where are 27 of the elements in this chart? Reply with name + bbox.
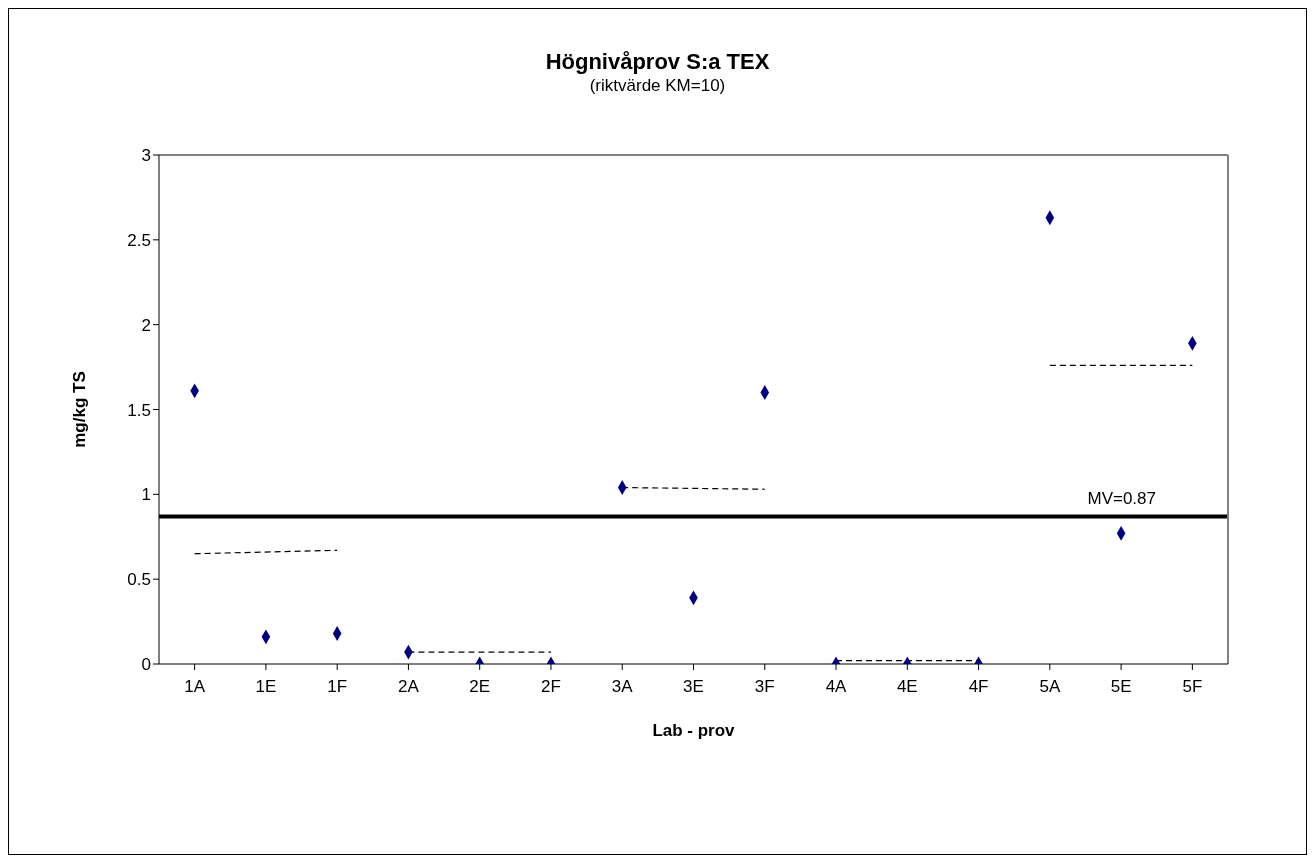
- x-tick-label: 5E: [1110, 677, 1132, 697]
- x-tick-label: 4F: [968, 677, 989, 697]
- x-tick-label: 3A: [611, 677, 634, 697]
- x-tick-label: 3E: [683, 677, 704, 697]
- y-tick-label: 1: [141, 485, 151, 505]
- y-tick-label: 0: [141, 655, 151, 675]
- chart-subtitle: (riktvärde KM=10): [588, 76, 727, 96]
- y-tick-label: 2: [141, 315, 151, 335]
- y-axis-title: mg/kg TS: [70, 371, 90, 448]
- y-tick-label: 1.5: [127, 400, 151, 420]
- x-tick-label: 1A: [184, 677, 206, 697]
- chart-title: Högnivåprov S:a TEX: [544, 49, 771, 75]
- y-tick-label: 0.5: [127, 570, 151, 590]
- ref-line-label: MV=0.87: [1087, 489, 1156, 509]
- y-tick-label: 3: [141, 146, 151, 166]
- x-tick-label: 5A: [1039, 677, 1061, 697]
- x-tick-label: 3F: [754, 677, 775, 697]
- x-tick-label: 1F: [327, 677, 348, 697]
- y-tick-label: 2.5: [127, 230, 151, 250]
- x-tick-label: 2E: [469, 677, 491, 697]
- x-axis-title: Lab - prov: [652, 721, 736, 741]
- x-tick-label: 2F: [541, 677, 561, 697]
- x-tick-label: 4E: [896, 677, 918, 697]
- x-tick-label: 4A: [825, 677, 848, 697]
- x-tick-label: 5F: [1182, 677, 1203, 697]
- x-tick-label: 2A: [398, 677, 420, 697]
- x-tick-label: 1E: [255, 677, 277, 697]
